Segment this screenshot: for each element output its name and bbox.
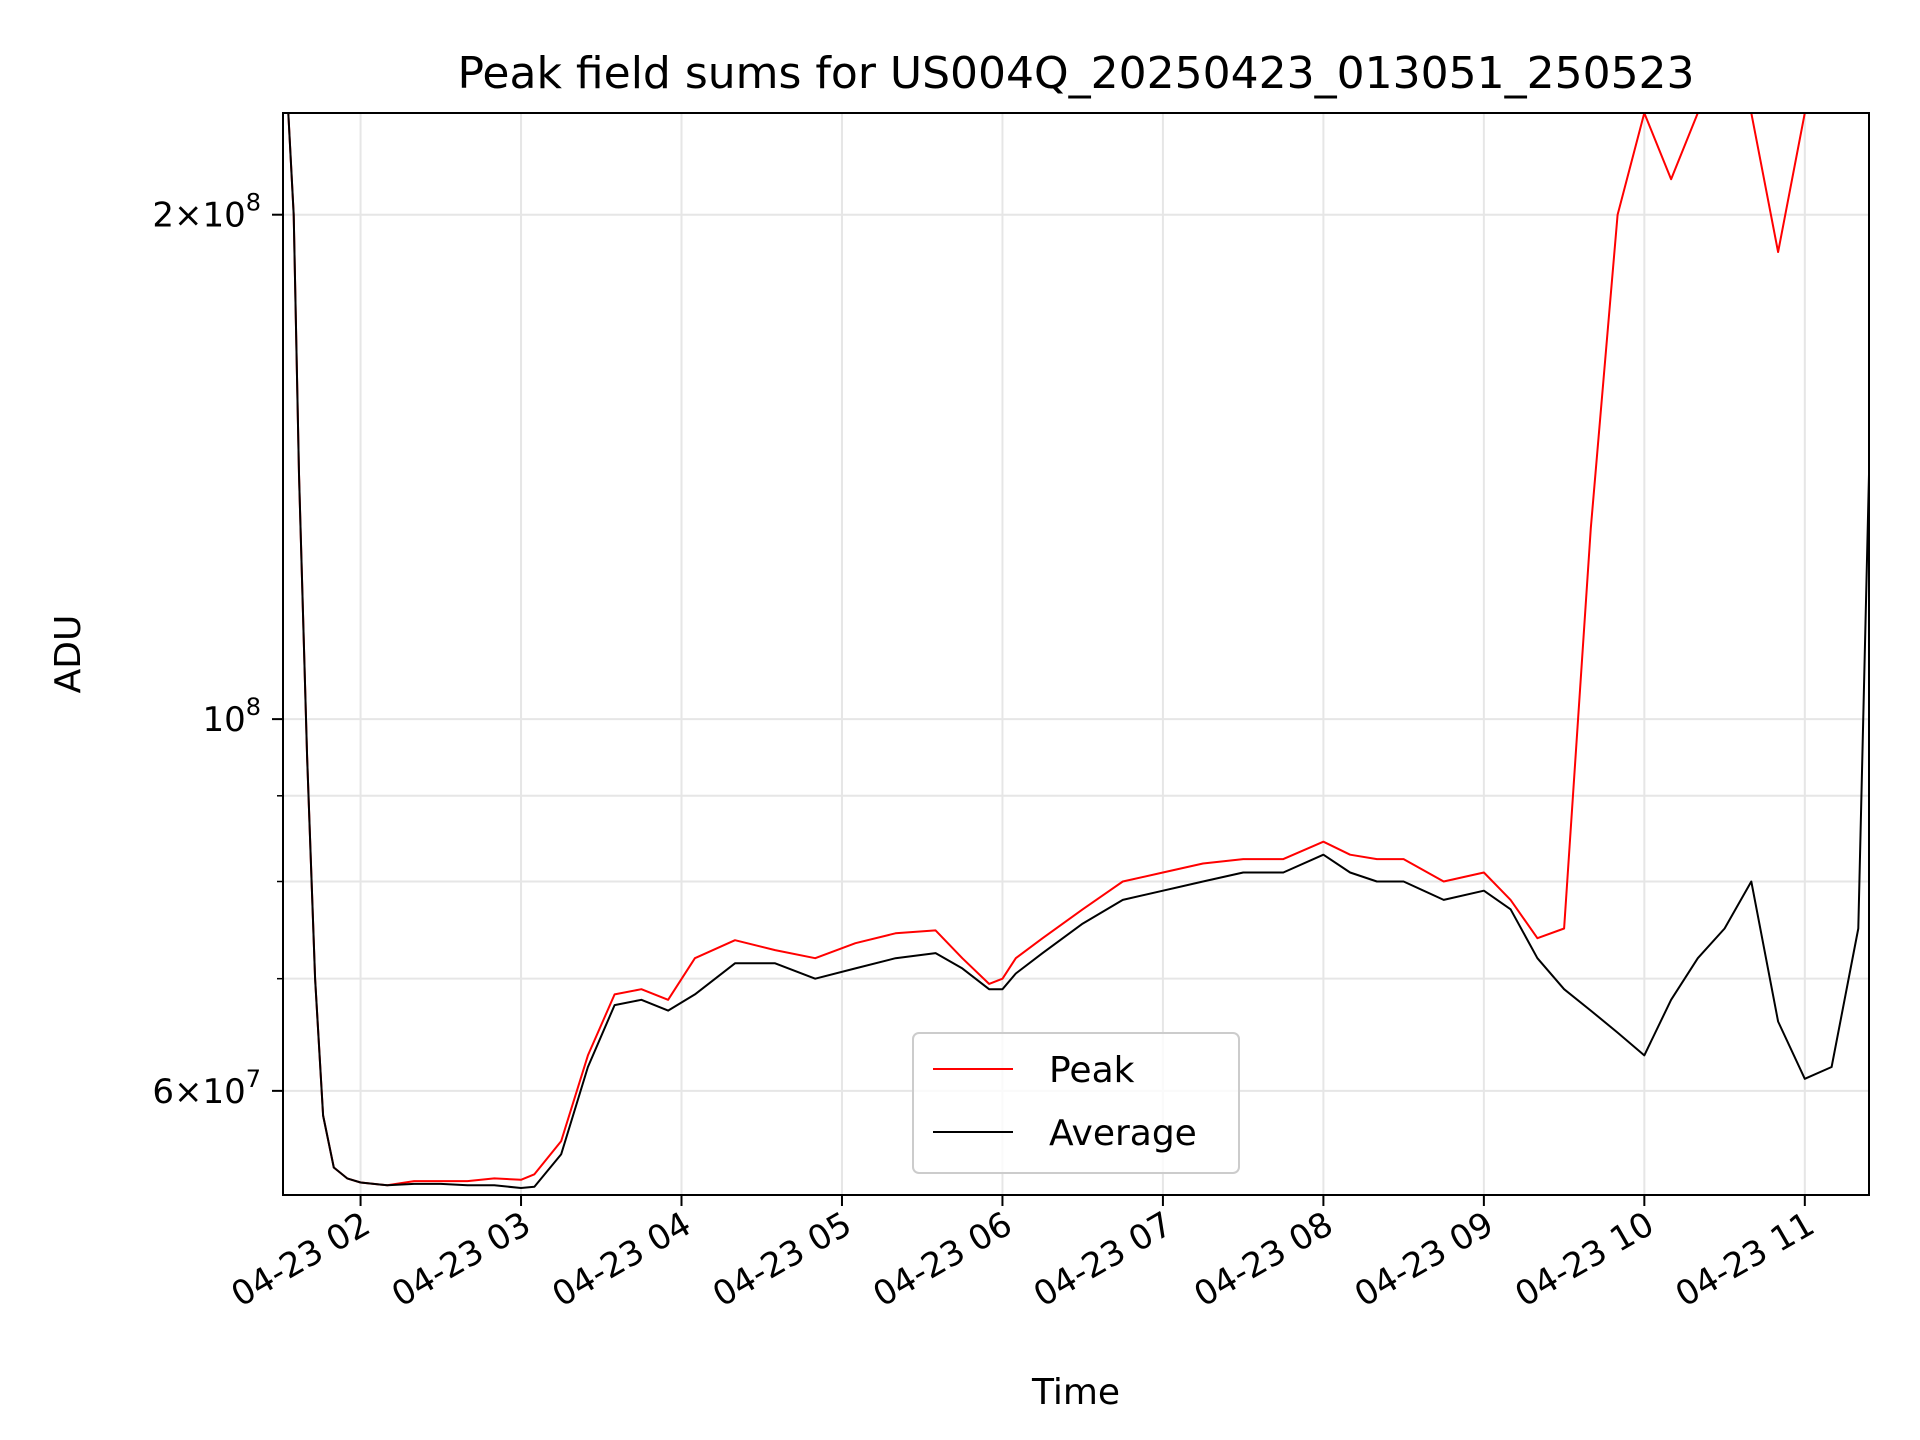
legend-label-average: Average bbox=[1049, 1113, 1197, 1154]
x-axis-label: Time bbox=[1031, 1372, 1120, 1413]
y-axis-label: ADU bbox=[48, 615, 89, 694]
y-axis-ticks: 6×107 108 2×108 bbox=[152, 189, 283, 1112]
plot-frame bbox=[282, 112, 1870, 1196]
legend: Peak Average bbox=[912, 1032, 1240, 1174]
y-tick-label: 108 bbox=[202, 693, 261, 740]
series-line-average bbox=[283, 113, 1869, 1189]
y-tick-label: 6×107 bbox=[152, 1065, 261, 1112]
series-layer bbox=[283, 113, 1869, 1189]
legend-label-peak: Peak bbox=[1049, 1050, 1135, 1091]
chart-title: Peak field sums for US004Q_20250423_0130… bbox=[457, 48, 1694, 99]
y-tick-label: 2×108 bbox=[152, 189, 261, 236]
